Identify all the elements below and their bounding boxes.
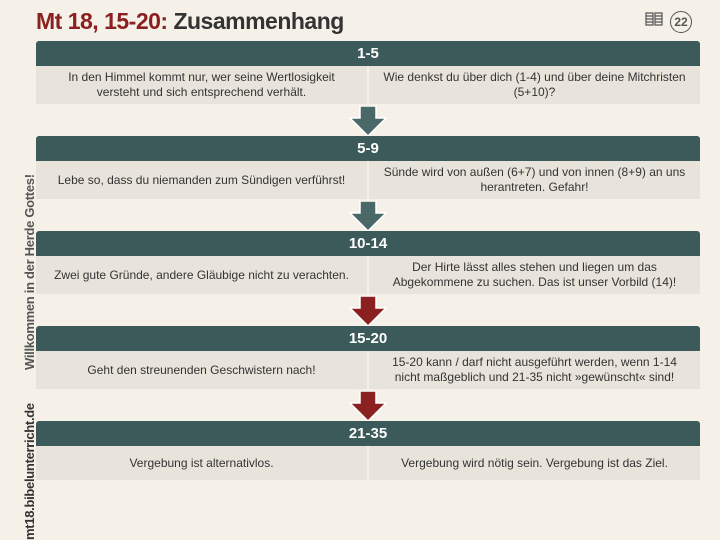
section-block: 10-14Zwei gute Gründe, andere Gläubige n… <box>36 231 700 294</box>
section-right-text: Wie denkst du über dich (1-4) und über d… <box>369 66 700 104</box>
section-block: 15-20Geht den streunenden Geschwistern n… <box>36 326 700 389</box>
arrow-down-icon <box>346 391 390 421</box>
book-icon <box>644 11 664 32</box>
section-right-text: Sünde wird von außen (6+7) und von innen… <box>369 161 700 199</box>
arrow-down-icon <box>346 106 390 136</box>
section-right-text: Vergebung wird nötig sein. Vergebung ist… <box>369 446 700 480</box>
side-caption-1: Willkommen in der Herde Gottes! <box>22 174 37 370</box>
side-caption-2: mt18.bibelunterricht.de <box>22 403 37 540</box>
diagram-content: 1-5In den Himmel kommt nur, wer seine We… <box>36 39 700 480</box>
arrow-wrap <box>36 199 700 231</box>
title-ref: Mt 18, 15-20: <box>36 8 168 34</box>
section-header: 21-35 <box>36 421 700 446</box>
section-right-text: 15-20 kann / darf nicht ausgeführt werde… <box>369 351 700 389</box>
section-left-text: In den Himmel kommt nur, wer seine Wertl… <box>36 66 367 104</box>
arrow-wrap <box>36 104 700 136</box>
page-title: Mt 18, 15-20: Zusammenhang <box>36 8 344 35</box>
section-header: 1-5 <box>36 41 700 66</box>
section-block: 1-5In den Himmel kommt nur, wer seine We… <box>36 41 700 104</box>
arrow-wrap <box>36 294 700 326</box>
section-left-text: Vergebung ist alternativlos. <box>36 446 367 480</box>
section-row: Lebe so, dass du niemanden zum Sündigen … <box>36 161 700 199</box>
section-row: Geht den streunenden Geschwistern nach!1… <box>36 351 700 389</box>
page-number: 22 <box>670 11 692 33</box>
section-header: 10-14 <box>36 231 700 256</box>
section-left-text: Zwei gute Gründe, andere Gläubige nicht … <box>36 256 367 294</box>
section-block: 5-9Lebe so, dass du niemanden zum Sündig… <box>36 136 700 199</box>
header-icons: 22 <box>644 11 692 33</box>
arrow-down-icon <box>346 296 390 326</box>
title-row: Mt 18, 15-20: Zusammenhang 22 <box>36 0 700 39</box>
section-block: 21-35Vergebung ist alternativlos.Vergebu… <box>36 421 700 480</box>
arrow-down-icon <box>346 201 390 231</box>
section-row: Zwei gute Gründe, andere Gläubige nicht … <box>36 256 700 294</box>
section-right-text: Der Hirte lässt alles stehen und liegen … <box>369 256 700 294</box>
arrow-wrap <box>36 389 700 421</box>
section-header: 5-9 <box>36 136 700 161</box>
section-row: Vergebung ist alternativlos.Vergebung wi… <box>36 446 700 480</box>
section-row: In den Himmel kommt nur, wer seine Wertl… <box>36 66 700 104</box>
title-word: Zusammenhang <box>173 8 343 34</box>
section-left-text: Lebe so, dass du niemanden zum Sündigen … <box>36 161 367 199</box>
page-root: Mt 18, 15-20: Zusammenhang 22 Willkommen… <box>0 0 720 540</box>
section-header: 15-20 <box>36 326 700 351</box>
section-left-text: Geht den streunenden Geschwistern nach! <box>36 351 367 389</box>
